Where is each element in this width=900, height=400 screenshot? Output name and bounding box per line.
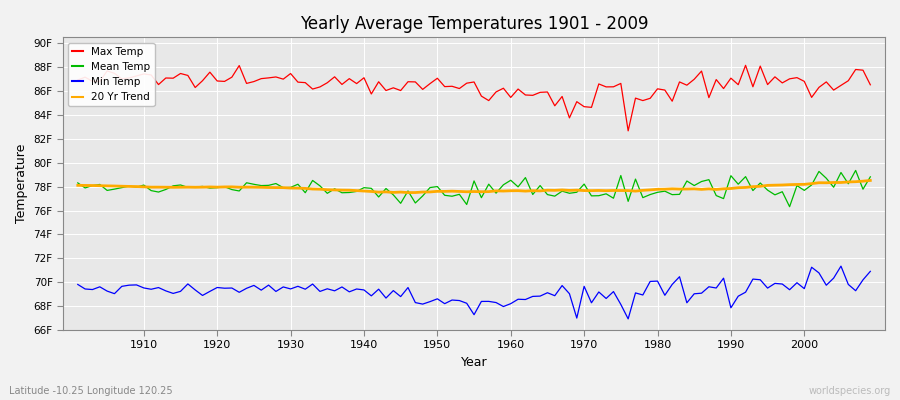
Text: worldspecies.org: worldspecies.org	[809, 386, 891, 396]
X-axis label: Year: Year	[461, 356, 488, 369]
Y-axis label: Temperature: Temperature	[15, 144, 28, 223]
Text: Latitude -10.25 Longitude 120.25: Latitude -10.25 Longitude 120.25	[9, 386, 173, 396]
Legend: Max Temp, Mean Temp, Min Temp, 20 Yr Trend: Max Temp, Mean Temp, Min Temp, 20 Yr Tre…	[68, 42, 155, 106]
Title: Yearly Average Temperatures 1901 - 2009: Yearly Average Temperatures 1901 - 2009	[300, 15, 648, 33]
